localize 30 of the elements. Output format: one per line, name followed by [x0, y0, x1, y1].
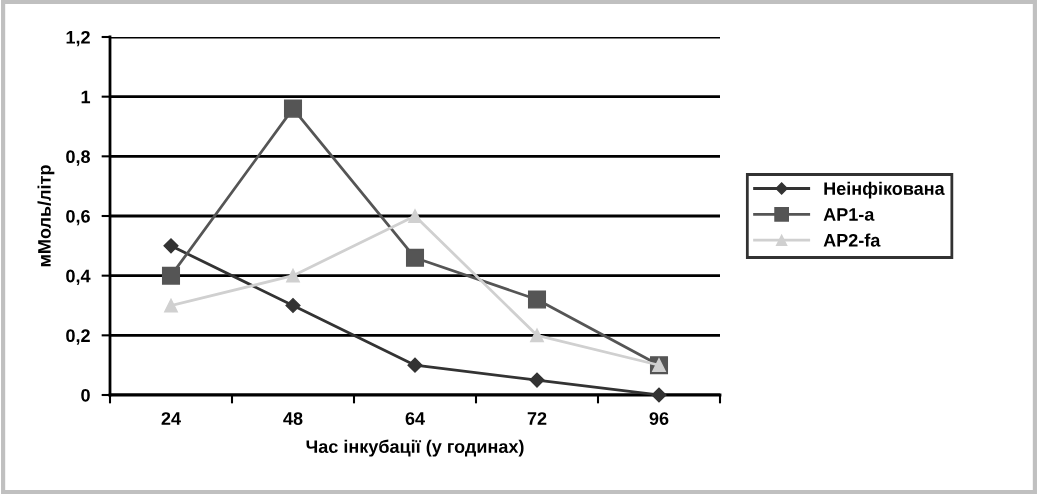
point [651, 387, 667, 403]
y-tick-label: 0,2 [66, 329, 90, 345]
point [286, 268, 300, 283]
point [405, 248, 425, 267]
legend-label: АР2-fa [823, 233, 881, 247]
point [408, 209, 422, 223]
point [530, 328, 544, 343]
point [527, 290, 547, 309]
point [529, 372, 545, 388]
legend-label: Неінфікована [824, 181, 945, 199]
point [161, 266, 181, 285]
x-tick-label: 96 [649, 412, 669, 425]
x-tick-label: 24 [161, 412, 181, 425]
y-tick-label: 0,6 [66, 209, 90, 226]
x-tick-label: 72 [527, 412, 547, 425]
y-axis-title: мМоль/літр [37, 165, 55, 267]
y-tick-label: 0,4 [66, 269, 91, 285]
y-tick-label: 0,8 [66, 150, 90, 166]
point [285, 297, 301, 314]
point [164, 298, 178, 313]
y-tick-label: 1 [81, 90, 91, 104]
point [163, 238, 179, 254]
point [407, 357, 423, 373]
point [283, 99, 303, 118]
x-tick-label: 64 [405, 412, 425, 425]
y-tick-label: 1,2 [66, 30, 90, 47]
y-tick-label: 0 [81, 388, 90, 402]
x-tick-label: 48 [283, 412, 303, 425]
legend-label: АР1-а [823, 208, 875, 221]
x-axis-title: Час інкубації (у годинах) [306, 439, 524, 457]
